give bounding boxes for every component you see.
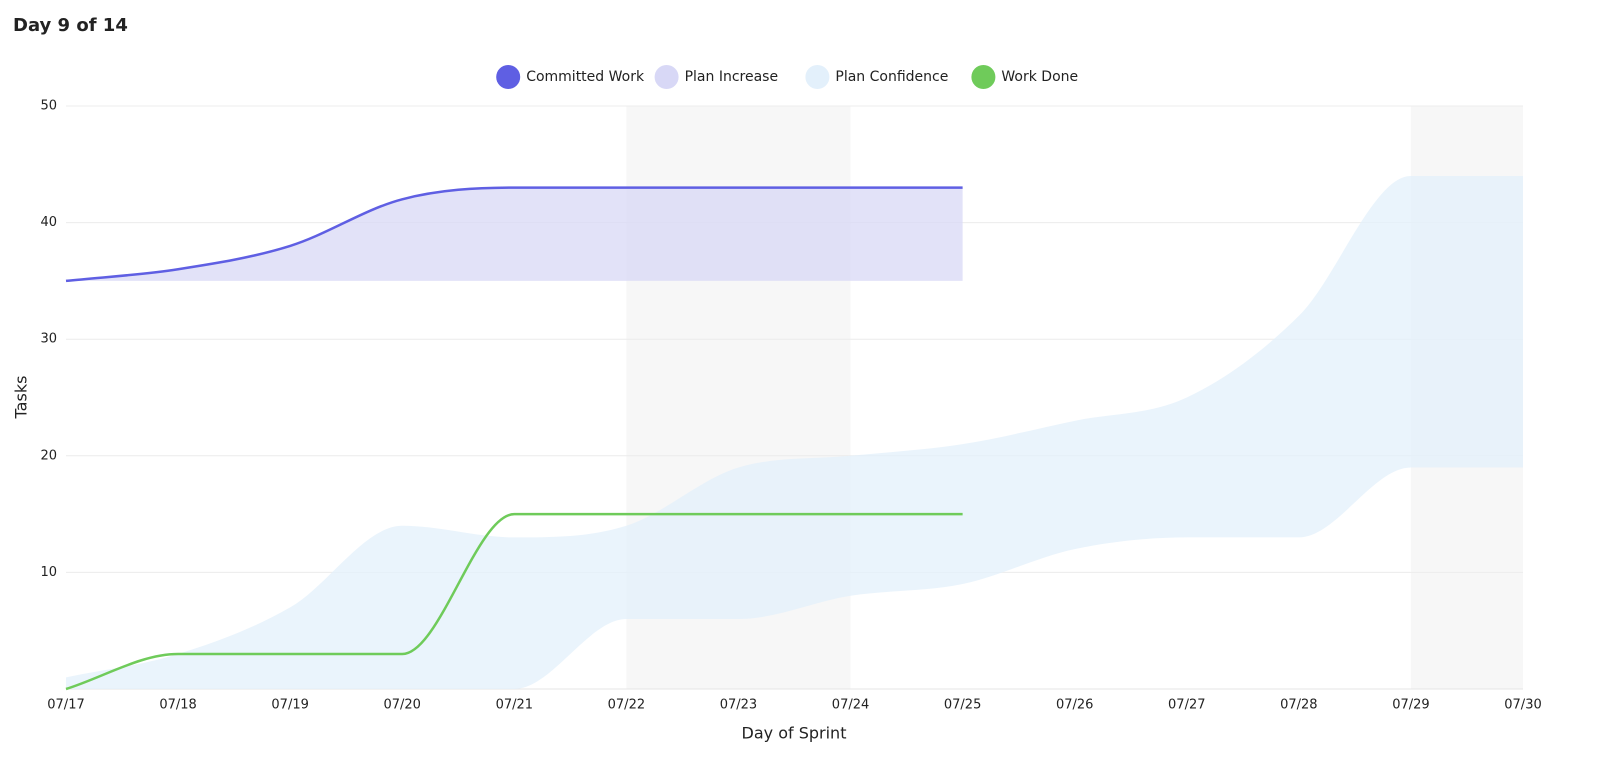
x-tick-label: 07/20 xyxy=(383,698,420,713)
x-tick-label: 07/19 xyxy=(271,698,308,713)
x-tick-label: 07/29 xyxy=(1392,698,1429,713)
x-tick-label: 07/26 xyxy=(1056,698,1093,713)
series-line xyxy=(65,512,963,691)
legend-label: Plan Increase xyxy=(685,69,778,85)
x-tick-label: 07/21 xyxy=(496,698,533,713)
legend-label: Plan Confidence xyxy=(835,69,948,85)
y-tick-label: 20 xyxy=(40,448,57,463)
legend-swatch xyxy=(971,65,996,89)
x-tick-label: 07/17 xyxy=(47,698,84,713)
x-tick-label: 07/23 xyxy=(720,698,757,713)
y-tick-label: 50 xyxy=(40,99,57,114)
confidence-band xyxy=(66,175,1523,689)
legend-swatch xyxy=(654,65,679,89)
legend: Committed Work Plan Increase Plan Confiden… xyxy=(496,65,1078,89)
x-tick-label: 07/27 xyxy=(1168,698,1205,713)
y-tick-label: 40 xyxy=(40,215,57,230)
legend-label: Work Done xyxy=(1001,69,1078,85)
legend-label: Committed Work xyxy=(526,69,645,85)
legend-swatch xyxy=(805,65,830,89)
plot-layer xyxy=(65,175,1523,691)
y-tick-label: 30 xyxy=(40,332,57,347)
x-tick-label: 07/24 xyxy=(832,698,869,713)
y-axis-label: Tasks xyxy=(12,376,31,420)
x-tick-label: 07/25 xyxy=(944,698,981,713)
x-tick-label: 07/22 xyxy=(608,698,645,713)
x-tick-label: 07/28 xyxy=(1280,698,1317,713)
series-line xyxy=(65,186,963,283)
y-tick-label: 10 xyxy=(40,565,57,580)
legend-swatch xyxy=(496,65,521,89)
increase-area xyxy=(66,187,963,281)
x-tick-label: 07/18 xyxy=(159,698,196,713)
chart-title: Day 9 of 14 xyxy=(13,15,128,36)
x-axis-label: Day of Sprint xyxy=(742,724,847,743)
x-tick-label: 07/30 xyxy=(1504,698,1541,713)
